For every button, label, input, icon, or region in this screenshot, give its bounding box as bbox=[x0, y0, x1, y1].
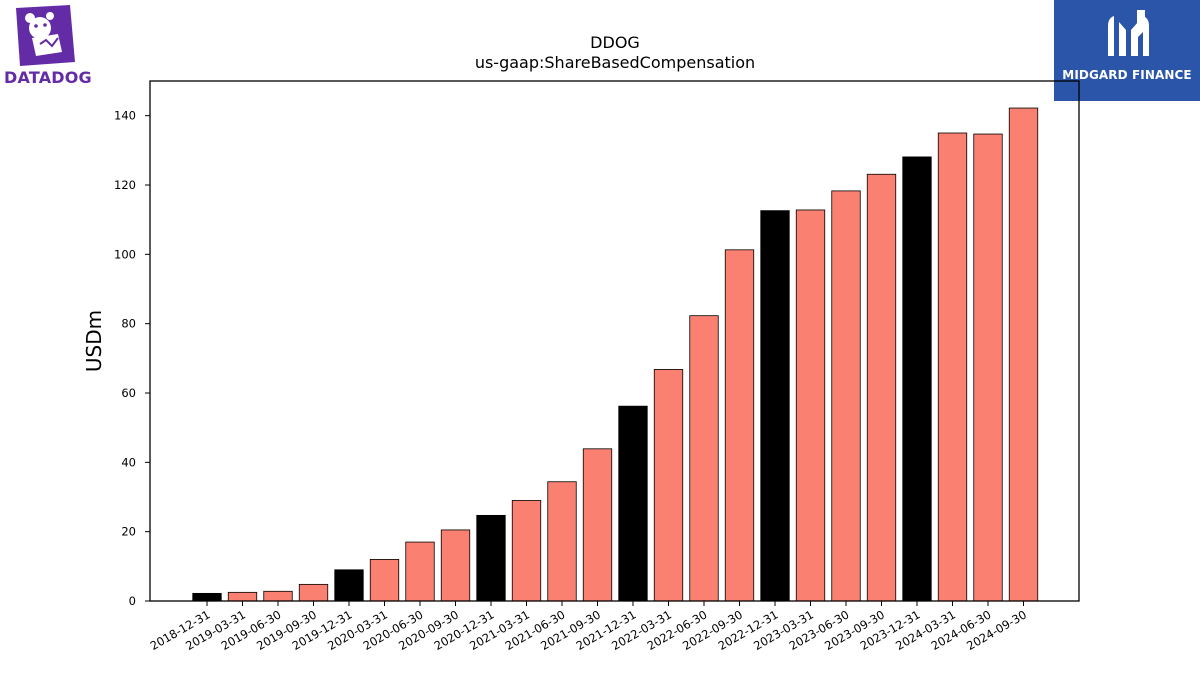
bar-2022-09-30 bbox=[724, 249, 755, 602]
y-tick-label: 0 bbox=[129, 594, 136, 608]
bar-2023-09-30 bbox=[866, 173, 897, 602]
bar-2020-03-31 bbox=[369, 559, 400, 602]
bar-2022-03-31 bbox=[653, 369, 684, 602]
y-tick-label: 60 bbox=[121, 386, 136, 400]
bar-2024-03-31 bbox=[937, 132, 968, 602]
bar-2019-09-30 bbox=[298, 583, 329, 602]
chart-title: DDOG bbox=[590, 33, 640, 52]
x-ticks-group: 2018-12-312019-03-312019-06-302019-09-30… bbox=[148, 601, 1029, 653]
y-axis-label: USDm bbox=[82, 310, 106, 372]
bar-2023-12-31 bbox=[902, 156, 932, 602]
bar-2021-03-31 bbox=[511, 500, 542, 602]
midgard-finance-logo-text: MIDGARD FINANCE bbox=[1062, 68, 1192, 82]
datadog-logo: DATADOG bbox=[0, 0, 92, 92]
bar-2020-12-31 bbox=[476, 514, 506, 602]
y-tick-label: 120 bbox=[114, 178, 136, 192]
bar-2023-03-31 bbox=[795, 209, 826, 602]
bar-2018-12-31 bbox=[192, 592, 222, 602]
bar-2019-12-31 bbox=[334, 569, 364, 602]
y-tick-label: 140 bbox=[114, 109, 136, 123]
bar-2021-06-30 bbox=[547, 481, 577, 602]
bar-2022-12-31 bbox=[760, 210, 790, 602]
bar-2024-06-30 bbox=[973, 133, 1003, 602]
bar-2021-09-30 bbox=[582, 448, 613, 602]
bar-2019-03-31 bbox=[227, 591, 258, 602]
bar-2023-06-30 bbox=[831, 190, 861, 602]
bar-2019-06-30 bbox=[263, 590, 293, 602]
bar-2024-09-30 bbox=[1008, 107, 1039, 602]
y-tick-label: 20 bbox=[121, 525, 136, 539]
y-ticks-group: 0 20 40 60 80 100 120 140 bbox=[114, 109, 150, 608]
bar-2021-12-31 bbox=[618, 405, 648, 602]
chart-subtitle: us-gaap:ShareBasedCompensation bbox=[475, 53, 755, 72]
y-tick-label: 80 bbox=[121, 317, 136, 331]
y-tick-label: 40 bbox=[121, 455, 136, 469]
midgard-emblem-icon bbox=[1108, 10, 1149, 56]
bar-2020-06-30 bbox=[405, 541, 435, 602]
y-tick-label: 100 bbox=[114, 247, 136, 261]
datadog-dog-icon bbox=[16, 5, 75, 66]
bars-group bbox=[192, 107, 1039, 602]
midgard-finance-logo: MIDGARD FINANCE bbox=[1054, 0, 1200, 101]
datadog-logo-text: DATADOG bbox=[4, 68, 92, 87]
bar-2022-06-30 bbox=[689, 315, 719, 602]
plot-frame bbox=[149, 80, 1080, 602]
bar-2020-09-30 bbox=[440, 529, 471, 602]
